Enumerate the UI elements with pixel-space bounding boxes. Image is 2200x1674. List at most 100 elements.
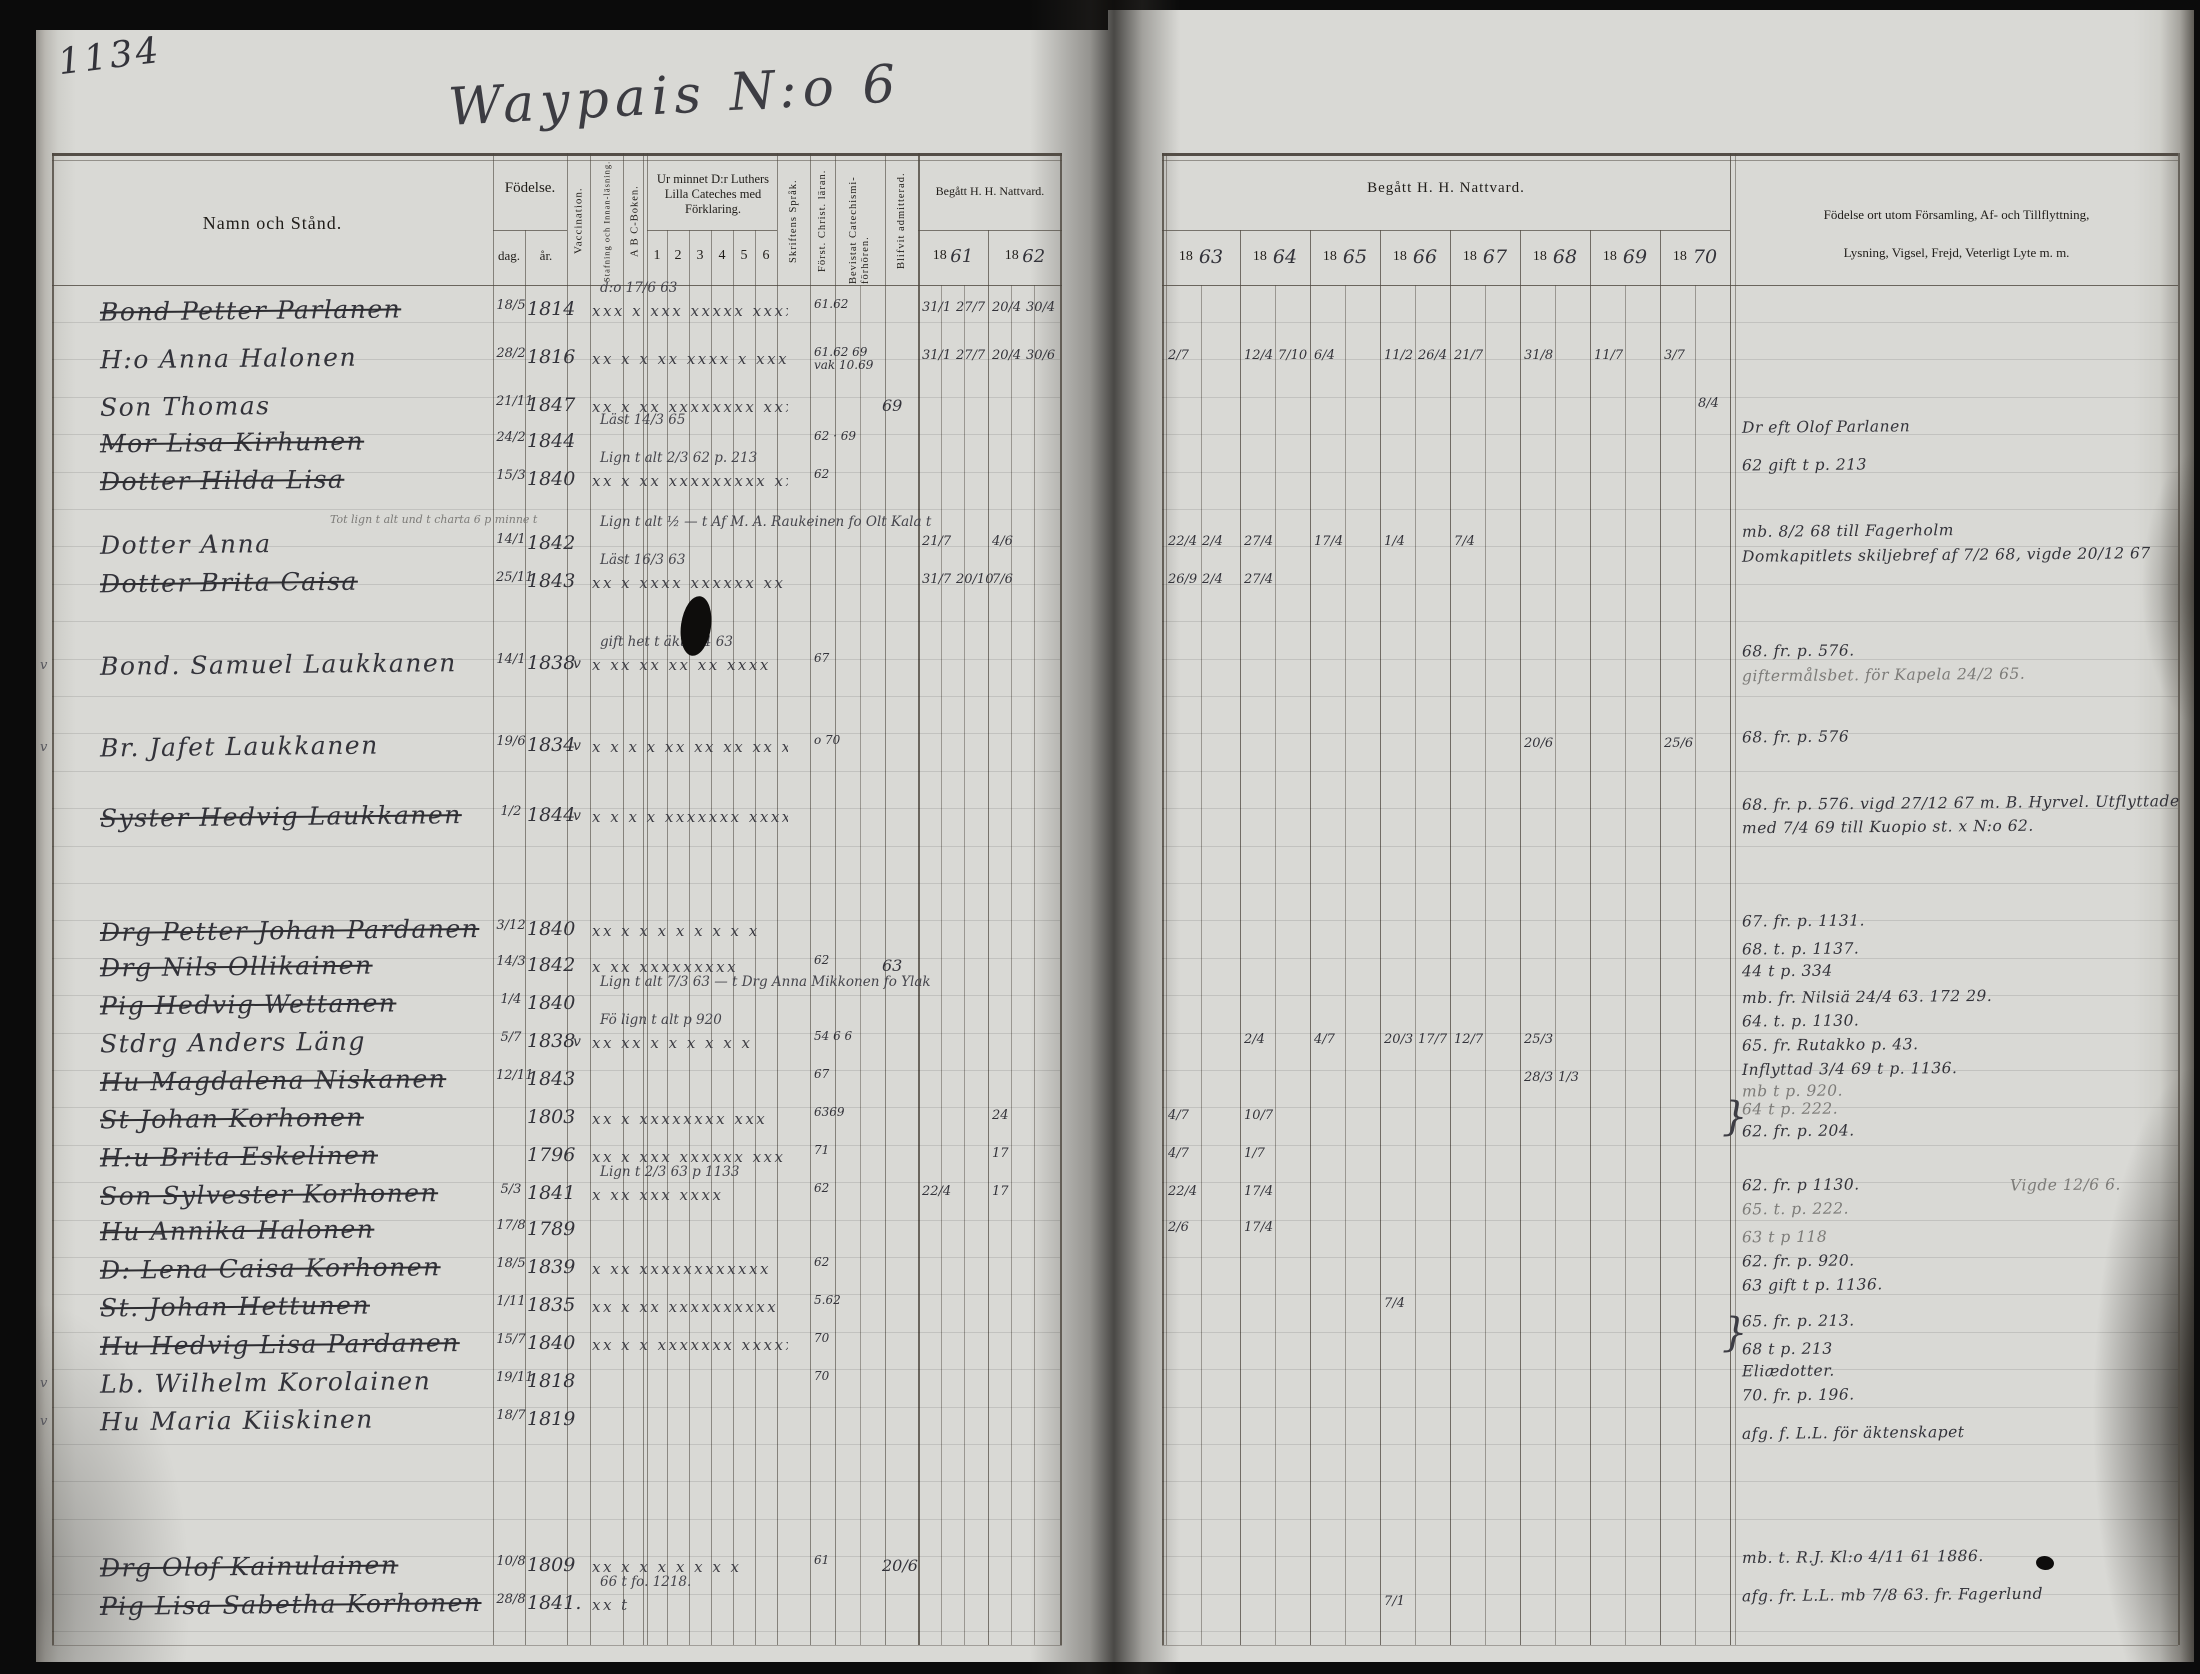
row-admitted-note: 63	[882, 956, 903, 975]
year-script: 69	[1616, 246, 1648, 268]
year-script: 67	[1476, 246, 1508, 268]
row-birth-day: 15/3	[496, 468, 526, 483]
row-communion-1868: 1/3	[1558, 1070, 1579, 1085]
row-communion-1861: 22/4	[922, 1184, 952, 1199]
grid-vline	[1735, 153, 1736, 1645]
grid-vline	[525, 230, 526, 1645]
row-communion-1865: 6/4	[1314, 348, 1335, 363]
year-printed: 18	[1252, 249, 1267, 264]
row-rule	[52, 1107, 1060, 1108]
row-communion-1864: 27/4	[1244, 572, 1274, 587]
row-birth-day: 3/12	[496, 918, 526, 933]
row-communion-1868: 20/6	[1524, 736, 1554, 751]
year-script: 62	[1022, 245, 1046, 267]
row-rule	[52, 771, 1060, 772]
notes-header-line2: Lysning, Vigsel, Frejd, Veterligt Lyte m…	[1843, 245, 2070, 260]
row-rule	[1162, 472, 2178, 473]
row-rule	[1162, 322, 2178, 323]
year-printed: 18	[1392, 249, 1407, 264]
row-birth-year: 1803	[527, 1106, 576, 1128]
row-name: Pig Hedvig Wettanen	[99, 988, 397, 1021]
row-skrift-note: 62	[814, 1255, 830, 1269]
row-communion-1864: 17/4	[1244, 1220, 1274, 1235]
row-birth-day: 12/11	[496, 1068, 534, 1083]
row-name: Hu Maria Kiiskinen	[99, 1404, 374, 1437]
row-skrift-note: 6369	[814, 1105, 845, 1119]
row-rule	[1162, 1556, 2178, 1557]
row-communion-1862: 24	[992, 1108, 1009, 1123]
row-rule	[52, 1257, 1060, 1258]
grid-hline	[52, 153, 1062, 156]
row-left-mark: v	[40, 658, 48, 673]
grid-hline	[52, 160, 1062, 161]
row-rule	[1162, 659, 2178, 660]
margin-note: Domkapitlets skiljebref af 7/2 68, vigde…	[1741, 544, 2151, 566]
grid-vline	[2178, 153, 2180, 1645]
margin-note: 64. t. p. 1130.	[1741, 1011, 1860, 1031]
row-rule	[1162, 1407, 2178, 1408]
row-communion-1865: 17/4	[1314, 534, 1344, 549]
grid-vline	[1555, 285, 1556, 1645]
row-skrift-note: 62 · 69	[814, 429, 856, 443]
row-reading-marks: xx x x x x x x x x	[592, 922, 760, 940]
book-gutter-shadow	[1030, 0, 1180, 1674]
row-rule	[1162, 958, 2178, 959]
row-birth-year: 1816	[527, 346, 576, 368]
row-rule	[1162, 1220, 2178, 1221]
row-catechism-note: d:o 17/6 63	[600, 280, 678, 296]
row-catechism-note: Lign t 2/3 63 p 1133	[600, 1164, 740, 1180]
row-rule	[1162, 733, 2178, 734]
row-rule	[1162, 397, 2178, 398]
row-communion-1866: 1/4	[1384, 534, 1405, 549]
row-birth-day: 19/6	[496, 734, 526, 749]
row-birth-day: 18/7	[496, 1408, 526, 1423]
row-communion-1862: 17	[992, 1184, 1009, 1199]
row-birth-year: 1818	[527, 1370, 576, 1392]
margin-note: mb. t. R.J. Kl:o 4/11 61 1886.	[1741, 1546, 1984, 1568]
grid-vline	[52, 153, 54, 1645]
row-rule	[52, 1407, 1060, 1408]
row-left-mark: v	[40, 1414, 48, 1429]
row-vaccination-mark: v	[573, 738, 581, 754]
row-rule	[1162, 1257, 2178, 1258]
year-script: 70	[1686, 246, 1718, 268]
cateches-col-number: 2	[674, 248, 682, 263]
cateches-col-number: 6	[762, 248, 770, 263]
row-birth-year: 1844	[527, 804, 576, 826]
row-birth-year: 1789	[527, 1218, 576, 1240]
grid-vline	[777, 153, 778, 1645]
col-header-nattvard-right: Begått H. H. Nattvard.	[1367, 179, 1525, 196]
row-communion-1864: 1/7	[1244, 1146, 1265, 1161]
grid-vline	[1060, 153, 1062, 1645]
grid-vline	[810, 153, 811, 1645]
row-communion-1862: 4/6	[992, 534, 1013, 549]
year-label-1868: 18 68	[1520, 244, 1590, 270]
col-header-nattvard-left: Begått H. H. Nattvard.	[935, 183, 1045, 198]
row-birth-year: 1842	[527, 532, 576, 554]
row-communion-1863: 2/4	[1202, 572, 1223, 587]
row-reading-marks: x xx xx xx xx xxxx	[592, 656, 771, 674]
grid-vline	[1590, 230, 1591, 1645]
grid-vline	[988, 230, 989, 1645]
row-birth-day: 1/11	[496, 1294, 526, 1309]
row-communion-1864: 2/4	[1244, 1032, 1265, 1047]
row-name: H:o Anna Halonen	[99, 342, 358, 375]
row-birth-year: 1814	[527, 298, 576, 320]
row-name: Bond Petter Parlanen	[99, 294, 402, 327]
grid-hline	[493, 230, 567, 231]
grid-vline	[1695, 285, 1696, 1645]
row-rule	[52, 995, 1060, 996]
margin-note: 63 gift t p. 1136.	[1741, 1275, 1883, 1295]
row-rule	[52, 846, 1060, 847]
row-skrift-note: o 70	[814, 733, 841, 747]
row-rule	[52, 621, 1060, 622]
row-rule	[1162, 1033, 2178, 1034]
row-rule	[1162, 1631, 2178, 1632]
margin-note: Vigde 12/6 6.	[2009, 1175, 2121, 1195]
row-catechism-note: 66 t fo. 1218.	[600, 1574, 692, 1590]
row-name: Syster Hedvig Laukkanen	[99, 800, 462, 833]
margin-note: afg. f. L.L. för äktenskapet	[1741, 1423, 1965, 1443]
row-rule	[52, 1369, 1060, 1370]
row-catechism-note: Fö lign t alt p 920	[600, 1012, 722, 1028]
grid-vline	[941, 285, 942, 1645]
